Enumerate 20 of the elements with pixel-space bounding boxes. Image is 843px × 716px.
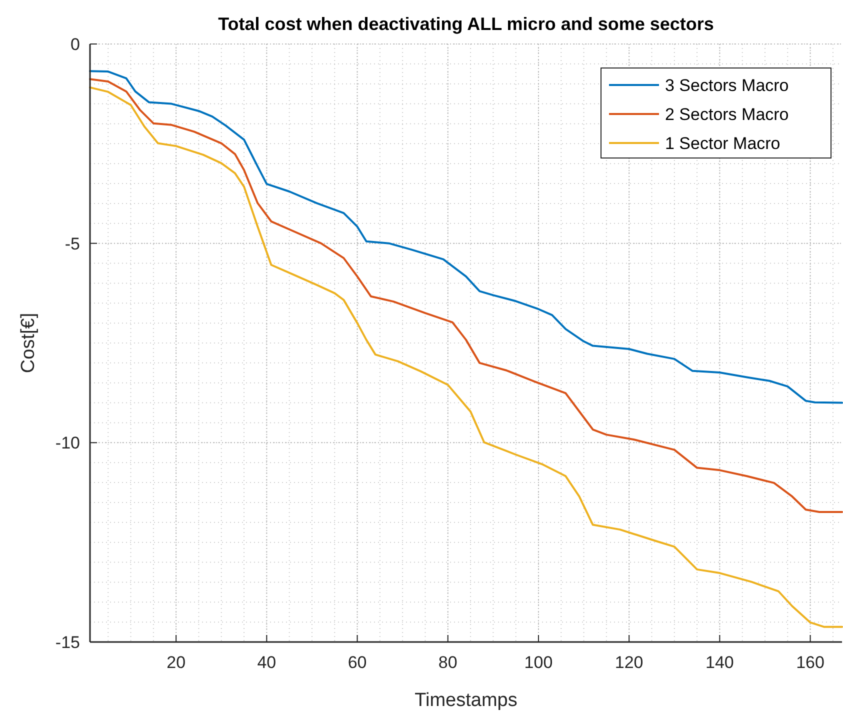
legend-label: 1 Sector Macro <box>665 134 780 153</box>
legend-label: 3 Sectors Macro <box>665 76 789 95</box>
chart-title: Total cost when deactivating ALL micro and some sectors <box>218 14 714 34</box>
y-tick-label: -10 <box>55 434 80 453</box>
x-tick-label: 60 <box>348 653 367 672</box>
x-tick-label: 160 <box>796 653 824 672</box>
line-series <box>89 78 843 514</box>
legend-label: 2 Sectors Macro <box>665 105 789 124</box>
y-axis-title: Cost[€] <box>18 312 39 374</box>
y-tick-label: -15 <box>55 633 80 652</box>
x-axis-title: Timestamps <box>414 690 518 711</box>
x-tick-label: 140 <box>706 653 734 672</box>
y-tick-label: -5 <box>64 234 80 254</box>
x-tick-label: 80 <box>438 653 458 672</box>
line-series <box>89 70 843 404</box>
x-tick-label: 120 <box>614 653 644 672</box>
y-tick-label: 0 <box>70 35 80 54</box>
x-tick-label: 40 <box>257 653 276 672</box>
x-tick-label: 20 <box>166 653 186 672</box>
x-tick-label: 100 <box>524 653 553 672</box>
